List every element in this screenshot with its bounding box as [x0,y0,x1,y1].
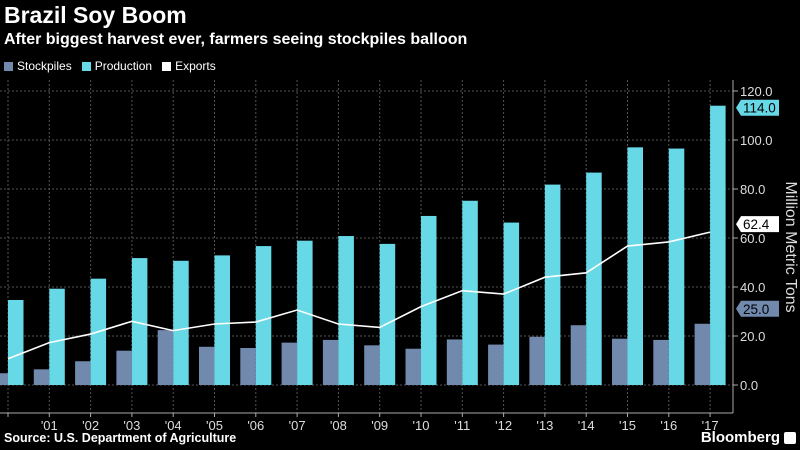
tag-production-value: 114.0 [743,101,776,116]
legend-swatch-stockpiles [4,61,13,71]
bar-production [544,184,561,385]
tag-exports-value-bg [736,216,779,233]
bar-production [627,147,643,385]
chart-subtitle: After biggest harvest ever, farmers seei… [4,31,468,48]
x-tick-label: '06 [247,418,264,433]
bar-stockpiles [75,361,91,385]
legend-label: Exports [175,59,216,73]
legend: Stockpiles Production Exports [4,59,216,73]
x-tick-label: '07 [289,418,306,433]
bar-stockpiles [694,323,711,385]
legend-item-exports: Exports [162,59,216,73]
x-tick-label: '08 [330,418,347,433]
bar-production [586,172,602,385]
legend-label: Production [94,59,153,73]
bar-stockpiles [240,348,256,385]
legend-label: Stockpiles [17,59,72,73]
bar-stockpiles [529,336,545,385]
y-tick-label: 60.0 [740,231,765,246]
brand-logo: Bloomberg [700,429,780,446]
tag-exports-value: 62.4 [743,217,770,232]
x-tick-label: '16 [660,418,677,433]
bar-stockpiles [322,339,339,385]
y-tick-label: 80.0 [740,182,765,197]
bar-stockpiles [488,344,504,385]
legend-item-stockpiles: Stockpiles [4,59,72,73]
bar-stockpiles [281,342,298,385]
x-tick-label: '12 [495,418,512,433]
legend-swatch-production [81,61,91,71]
bar-production [668,148,685,385]
legend-swatch-exports [162,61,172,71]
bar-stockpiles [405,348,421,385]
bar-production [710,105,726,385]
bar-production [379,243,396,385]
bar-production [8,299,24,385]
bar-stockpiles [116,350,132,385]
bar-stockpiles [157,330,174,385]
bar-stockpiles [199,346,215,385]
line-exports [7,231,711,360]
x-tick-label: '03 [123,418,140,433]
x-tick-label: '14 [578,418,595,433]
bar-production [338,236,354,385]
y-tick-label: 100.0 [740,133,773,148]
tag-stockpiles-value-bg [736,300,779,317]
bar-stockpiles [0,373,8,385]
bar-stockpiles [446,339,463,385]
bar-production [503,222,520,385]
source-note: Source: U.S. Department of Agriculture [4,431,237,445]
legend-item-production: Production [81,59,153,73]
y-tick-label: 20.0 [740,329,765,344]
bar-stockpiles [33,369,50,385]
y-tick-label: 120.0 [740,84,773,99]
bar-production [462,200,478,385]
bar-stockpiles [364,345,380,385]
y-tick-label: 0.0 [740,378,758,393]
x-tick-label: '15 [619,418,636,433]
x-tick-label: '02 [82,418,99,433]
y-axis-title: Million Metric Tons [782,181,799,312]
y-tick-label: 40.0 [740,280,765,295]
x-tick-label: '09 [371,418,388,433]
bar-production [255,246,272,385]
bar-stockpiles [612,338,628,385]
tag-stockpiles-value: 25.0 [743,302,769,317]
bar-production [49,288,65,385]
bar-production [173,260,189,385]
bar-stockpiles [570,325,587,385]
bar-production [214,255,230,385]
x-tick-label: '04 [165,418,182,433]
tag-production-value-bg [736,99,779,116]
bar-stockpiles [653,339,669,385]
x-tick-label: '11 [454,418,470,433]
bar-production [131,258,148,385]
bloomberg-chart-icon [784,432,796,444]
chart-title: Brazil Soy Boom [4,2,187,28]
bar-production [421,215,437,385]
x-tick-label: '10 [413,418,430,433]
x-tick-label: '01 [41,418,58,433]
x-tick-label: '13 [536,418,553,433]
x-tick-label: '05 [206,418,223,433]
x-tick-label: '17 [702,418,719,433]
